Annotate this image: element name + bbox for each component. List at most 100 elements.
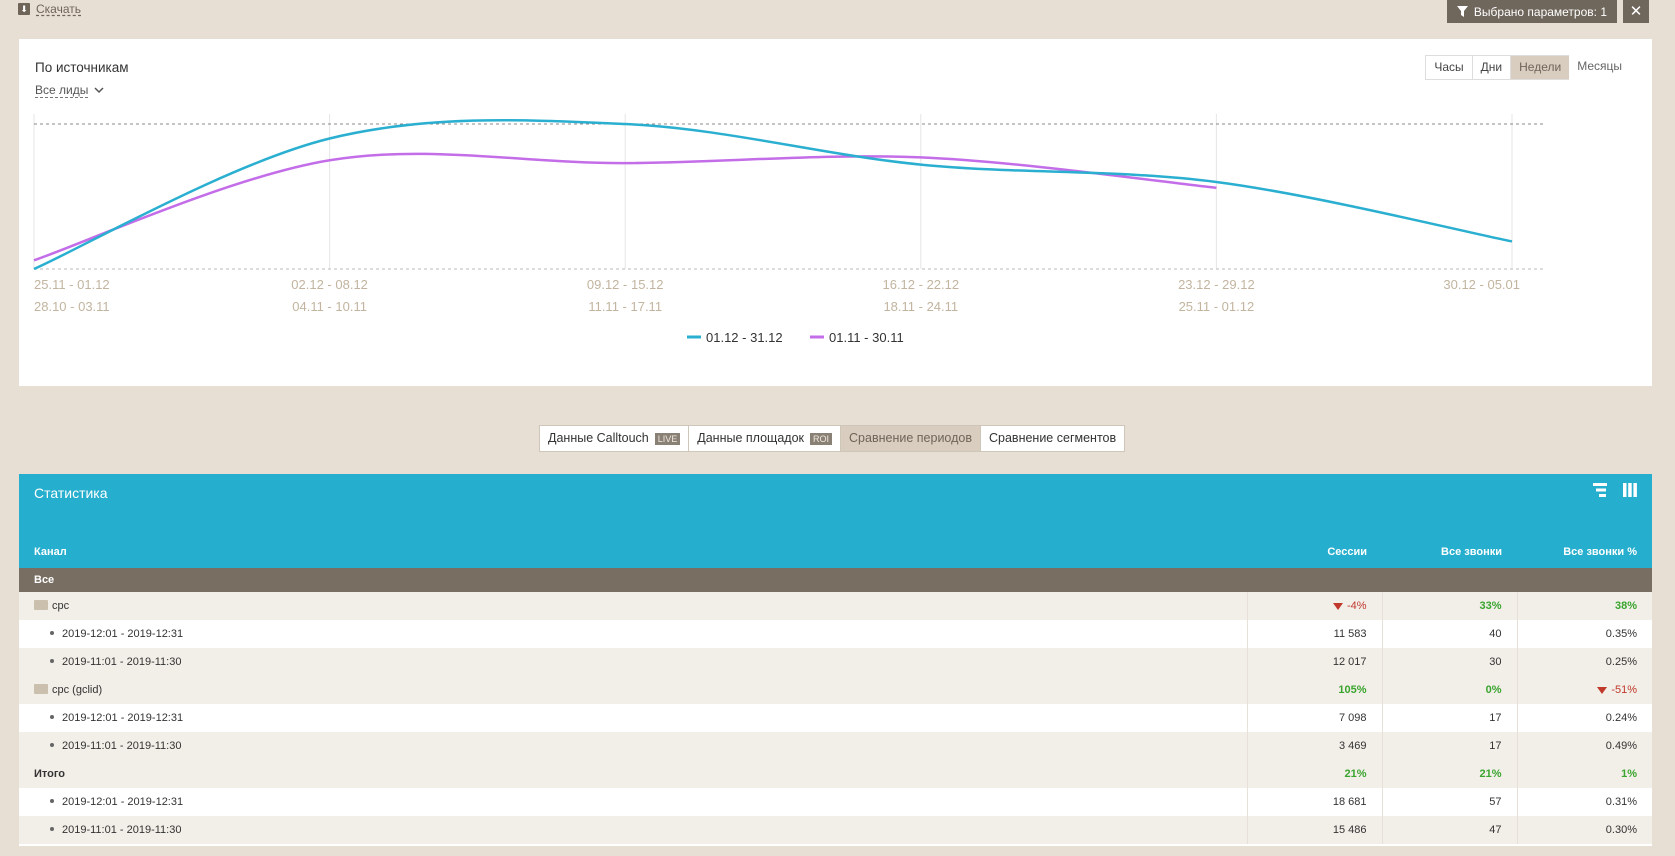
sessions-cell: 18 681 [1247, 788, 1383, 816]
x-tick-label-secondary: 18.11 - 24.11 [883, 299, 958, 314]
row-label: Все [19, 568, 1652, 592]
statistics-header: Статистика Канал Сессии Все звонки Все з… [19, 474, 1652, 568]
row-label: cpc (gclid) [19, 676, 1248, 704]
sessions-cell: 105% [1247, 676, 1383, 704]
table-row-group[interactable]: cpc (gclid) 105% 0% -51% [19, 676, 1652, 704]
selected-params-label: Выбрано параметров: 1 [1473, 4, 1607, 19]
column-header-sessions[interactable]: Сессии [1327, 546, 1367, 558]
table-row[interactable]: 2019-11:01 - 2019-11:30 12 017 30 0.25% [19, 648, 1652, 676]
row-label: Итого [19, 760, 1248, 788]
folder-icon [34, 684, 48, 695]
tab-calltouch-data[interactable]: Данные Calltouch LIVE [539, 425, 690, 452]
column-header-calls-pct[interactable]: Все звонки % [1563, 546, 1637, 558]
calls-pct-cell: -51% [1517, 676, 1652, 704]
decrease-icon [1332, 602, 1343, 610]
sessions-cell: 3 469 [1247, 732, 1383, 760]
calls-cell: 17 [1382, 732, 1518, 760]
sessions-cell: -4% [1247, 592, 1383, 620]
x-tick-label-secondary: 25.11 - 01.12 [1179, 299, 1255, 314]
calls-pct-cell: 38% [1517, 592, 1652, 620]
calls-cell: 57 [1382, 788, 1518, 816]
period-cell: 2019-12:01 - 2019-12:31 [19, 704, 1248, 732]
table-row-total[interactable]: Итого 21% 21% 1% [19, 760, 1652, 788]
table-row-all[interactable]: Все [19, 568, 1652, 592]
series-line [33, 119, 1513, 271]
calls-pct-cell: 0.30% [1517, 816, 1652, 844]
series-line [33, 152, 1217, 262]
calls-cell: 21% [1382, 760, 1518, 788]
sessions-cell: 12 017 [1247, 648, 1383, 676]
calls-cell: 40 [1382, 620, 1518, 648]
granularity-option[interactable]: Дни [1471, 55, 1512, 80]
folder-icon [34, 600, 48, 611]
download-label: Скачать [36, 2, 81, 16]
granularity-option[interactable]: Часы [1425, 55, 1473, 80]
close-icon[interactable]: ✕ [1623, 0, 1649, 23]
table-row[interactable]: 2019-12:01 - 2019-12:31 18 681 57 0.31% [19, 788, 1652, 816]
calls-pct-cell: 0.49% [1517, 732, 1652, 760]
x-tick-label-secondary: 11.11 - 17.11 [588, 299, 662, 314]
granularity-option[interactable]: Месяцы [1569, 55, 1630, 80]
data-mode-tabs: Данные Calltouch LIVE Данные площадок RO… [539, 425, 1126, 452]
table-row[interactable]: 2019-12:01 - 2019-12:31 11 583 40 0.35% [19, 620, 1652, 648]
calls-cell: 17 [1382, 704, 1518, 732]
statistics-table: Все cpc -4% 33% 38% 2019-12:01 - 2019-12:31 11… [19, 568, 1652, 844]
tab-platforms-data[interactable]: Данные площадок ROI [688, 425, 842, 452]
statistics-panel: Статистика Канал Сессии Все звонки Все з… [19, 474, 1652, 846]
period-cell: 2019-11:01 - 2019-11:30 [19, 816, 1248, 844]
calls-pct-cell: 1% [1517, 760, 1652, 788]
sessions-cell: 11 583 [1247, 620, 1383, 648]
period-cell: 2019-12:01 - 2019-12:31 [19, 620, 1248, 648]
calls-pct-cell: 0.25% [1517, 648, 1652, 676]
download-icon: ⬇ [18, 3, 30, 15]
leads-dropdown[interactable]: Все лиды [35, 83, 104, 98]
decrease-icon [1597, 686, 1608, 694]
calls-cell: 30 [1382, 648, 1518, 676]
x-tick-label: 02.12 - 08.12 [291, 277, 368, 292]
x-tick-label: 25.11 - 01.12 [34, 277, 110, 292]
tab-segment-comparison-label: Сравнение сегментов [989, 431, 1117, 445]
granularity-switch: Часы Дни Недели Месяцы [1425, 55, 1630, 80]
selected-params-button[interactable]: Выбрано параметров: 1 [1446, 0, 1617, 23]
table-row[interactable]: 2019-11:01 - 2019-11:30 15 486 47 0.30% [19, 816, 1652, 844]
calls-pct-cell: 0.35% [1517, 620, 1652, 648]
live-badge: LIVE [654, 432, 681, 445]
x-tick-label: 23.12 - 29.12 [1178, 277, 1255, 292]
calls-cell: 33% [1382, 592, 1518, 620]
x-tick-label: 16.12 - 22.12 [882, 277, 959, 292]
x-tick-label: 09.12 - 15.12 [587, 277, 664, 292]
comparison-line-chart: 25.11 - 01.12 02.12 - 08.12 09.12 - 15.12 1… [33, 114, 1546, 345]
legend-item: 01.11 - 30.11 [829, 330, 904, 345]
leads-dropdown-label: Все лиды [35, 83, 89, 98]
filter-icon [1456, 6, 1468, 17]
column-header-calls[interactable]: Все звонки [1441, 546, 1502, 558]
table-row[interactable]: 2019-12:01 - 2019-12:31 7 098 17 0.24% [19, 704, 1652, 732]
calls-pct-cell: 0.24% [1517, 704, 1652, 732]
table-row[interactable]: 2019-11:01 - 2019-11:30 3 469 17 0.49% [19, 732, 1652, 760]
tab-period-comparison-label: Сравнение периодов [849, 431, 972, 445]
table-row-group[interactable]: cpc -4% 33% 38% [19, 592, 1652, 620]
sessions-cell: 15 486 [1247, 816, 1383, 844]
columns-icon[interactable] [1622, 482, 1638, 498]
legend-item: 01.12 - 31.12 [706, 330, 783, 345]
download-link[interactable]: ⬇ Скачать [18, 2, 81, 16]
period-cell: 2019-11:01 - 2019-11:30 [19, 648, 1248, 676]
roi-badge: ROI [810, 432, 833, 445]
row-label: cpc [19, 592, 1248, 620]
calls-cell: 0% [1382, 676, 1518, 704]
x-tick-label: 30.12 - 05.01 [1443, 277, 1520, 292]
tree-view-icon[interactable] [1592, 482, 1608, 498]
tab-segment-comparison[interactable]: Сравнение сегментов [980, 425, 1126, 452]
chevron-down-icon [94, 87, 104, 94]
chart-panel: По источникам Все лиды Часы Дни Недели Меся… [19, 39, 1652, 386]
chart-title: По источникам [35, 60, 129, 75]
top-bar: ⬇ Скачать Выбрано параметров: 1 ✕ [0, 0, 1675, 26]
period-cell: 2019-12:01 - 2019-12:31 [19, 788, 1248, 816]
statistics-title: Статистика [34, 485, 108, 501]
x-tick-label-secondary: 28.10 - 03.11 [34, 299, 110, 314]
column-header-channel[interactable]: Канал [34, 546, 67, 558]
tab-platforms-label: Данные площадок [697, 431, 805, 445]
x-tick-label-secondary: 04.11 - 10.11 [292, 299, 367, 314]
tab-period-comparison[interactable]: Сравнение периодов [840, 425, 981, 452]
sessions-cell: 7 098 [1247, 704, 1383, 732]
